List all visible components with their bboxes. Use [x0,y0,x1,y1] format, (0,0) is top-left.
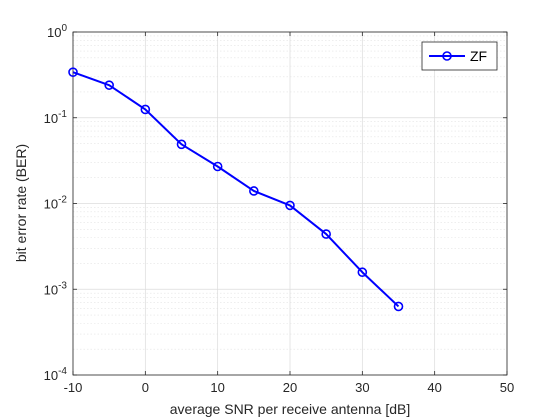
x-tick-label: -10 [64,380,83,395]
y-tick-label: 100 [47,23,67,40]
data-point-zf [212,161,223,172]
data-point-zf [393,301,404,312]
data-point-zf [285,200,295,211]
y-tick-label: 10-3 [44,280,68,297]
y-ticks: 100 10-1 10-2 10-3 10-4 [44,23,507,383]
x-tick-label: 30 [355,380,369,395]
x-tick-label: 10 [210,380,224,395]
y-axis-label: bit error rate (BER) [13,144,29,262]
legend-label-zf: ZF [470,48,487,64]
legend: ZF [421,41,498,71]
x-tick-label: 0 [142,380,149,395]
x-tick-label: 20 [283,380,297,395]
data-point-zf [140,104,151,115]
y-tick-label: 10-1 [44,109,68,126]
data-point-zf [68,67,78,77]
data-point-zf [357,267,368,278]
x-axis-label: average SNR per receive antenna [dB] [170,401,410,417]
data-point-zf [176,139,187,150]
x-tick-label: 50 [500,380,514,395]
data-point-zf [249,186,259,196]
x-tick-label: 40 [427,380,441,395]
series-line-zf [72,71,400,308]
data-point-zf [104,80,114,90]
data-point-zf [321,229,331,239]
y-tick-label: 10-4 [44,366,68,383]
legend-marker-zf [442,51,452,61]
x-ticks: -10 0 10 20 30 40 50 [64,32,514,395]
y-tick-label: 10-2 [44,195,68,212]
series-layer [68,67,404,312]
